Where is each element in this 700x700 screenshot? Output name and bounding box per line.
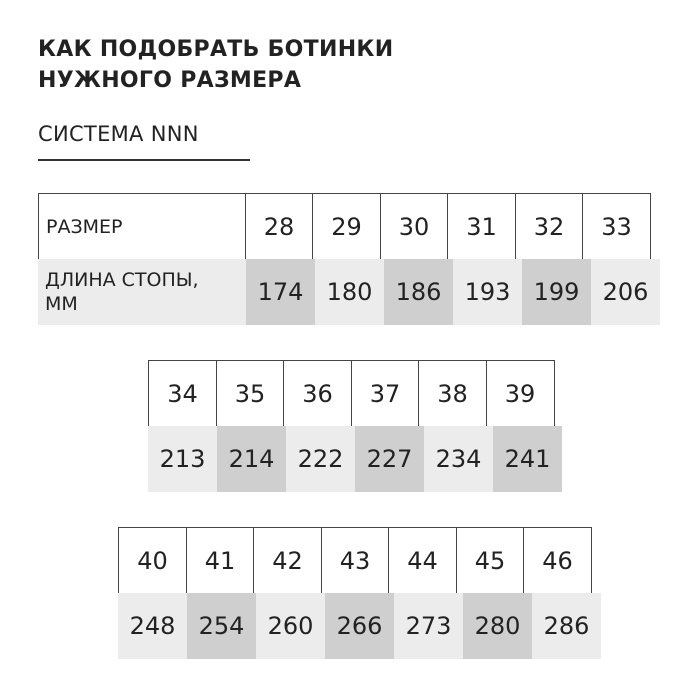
length-row: 213 214 222 227 234 241 xyxy=(148,426,562,492)
size-cell: 44 xyxy=(388,527,457,594)
length-row: ДЛИНА СТОПЫ, ММ 174 180 186 193 199 206 xyxy=(38,259,660,325)
length-label-line-2: ММ xyxy=(45,293,78,315)
size-cell: 34 xyxy=(148,360,217,427)
divider xyxy=(38,159,250,161)
size-table-1: РАЗМЕР 28 29 30 31 32 33 ДЛИНА СТОПЫ, ММ 174 18… xyxy=(38,193,660,325)
subtitle: СИСТЕМА NNN xyxy=(38,122,199,146)
length-cell: 234 xyxy=(424,426,493,492)
length-cell: 254 xyxy=(187,593,256,659)
length-cell: 227 xyxy=(355,426,424,492)
size-cell: 39 xyxy=(485,360,555,427)
size-cell: 36 xyxy=(283,360,352,427)
length-row: 248 254 260 266 273 280 286 xyxy=(118,593,601,659)
size-row: 40 41 42 43 44 45 46 xyxy=(118,527,601,594)
size-row: 34 35 36 37 38 39 xyxy=(148,360,562,427)
size-cell: 46 xyxy=(523,527,592,594)
length-label: ДЛИНА СТОПЫ, ММ xyxy=(38,259,246,325)
length-label-line-1: ДЛИНА СТОПЫ, xyxy=(45,269,199,291)
title-line-1: КАК ПОДОБРАТЬ БОТИНКИ xyxy=(38,37,394,62)
length-cell: 213 xyxy=(148,426,217,492)
size-cell: 32 xyxy=(514,193,584,260)
size-cell: 30 xyxy=(379,193,449,260)
length-cell: 222 xyxy=(286,426,355,492)
length-cell: 286 xyxy=(532,593,601,659)
length-cell: 186 xyxy=(384,259,453,325)
length-cell: 214 xyxy=(217,426,286,492)
page-title: КАК ПОДОБРАТЬ БОТИНКИ НУЖНОГО РАЗМЕРА xyxy=(38,34,393,96)
length-cell: 193 xyxy=(453,259,522,325)
size-cell: 41 xyxy=(185,527,255,594)
length-cell: 266 xyxy=(325,593,394,659)
size-cell: 35 xyxy=(215,360,285,427)
length-cell: 260 xyxy=(256,593,325,659)
size-cell: 28 xyxy=(244,193,314,260)
size-label: РАЗМЕР xyxy=(38,193,246,260)
size-cell: 40 xyxy=(118,527,187,594)
length-cell: 174 xyxy=(246,259,315,325)
length-cell: 199 xyxy=(522,259,591,325)
size-table-3: 40 41 42 43 44 45 46 248 254 260 266 273 280 286 xyxy=(118,527,601,659)
length-cell: 248 xyxy=(118,593,187,659)
size-cell: 29 xyxy=(312,193,381,260)
size-cell: 45 xyxy=(455,527,525,594)
size-table-2: 34 35 36 37 38 39 213 214 222 227 234 241 xyxy=(148,360,562,492)
length-cell: 241 xyxy=(493,426,562,492)
size-cell: 42 xyxy=(253,527,322,594)
size-cell: 33 xyxy=(582,193,651,260)
size-cell: 37 xyxy=(350,360,420,427)
size-cell: 43 xyxy=(320,527,390,594)
size-row: РАЗМЕР 28 29 30 31 32 33 xyxy=(38,193,660,260)
length-cell: 280 xyxy=(463,593,532,659)
length-cell: 273 xyxy=(394,593,463,659)
size-cell: 31 xyxy=(447,193,516,260)
length-cell: 180 xyxy=(315,259,384,325)
length-cell: 206 xyxy=(591,259,660,325)
title-line-2: НУЖНОГО РАЗМЕРА xyxy=(38,68,302,93)
size-cell: 38 xyxy=(418,360,487,427)
